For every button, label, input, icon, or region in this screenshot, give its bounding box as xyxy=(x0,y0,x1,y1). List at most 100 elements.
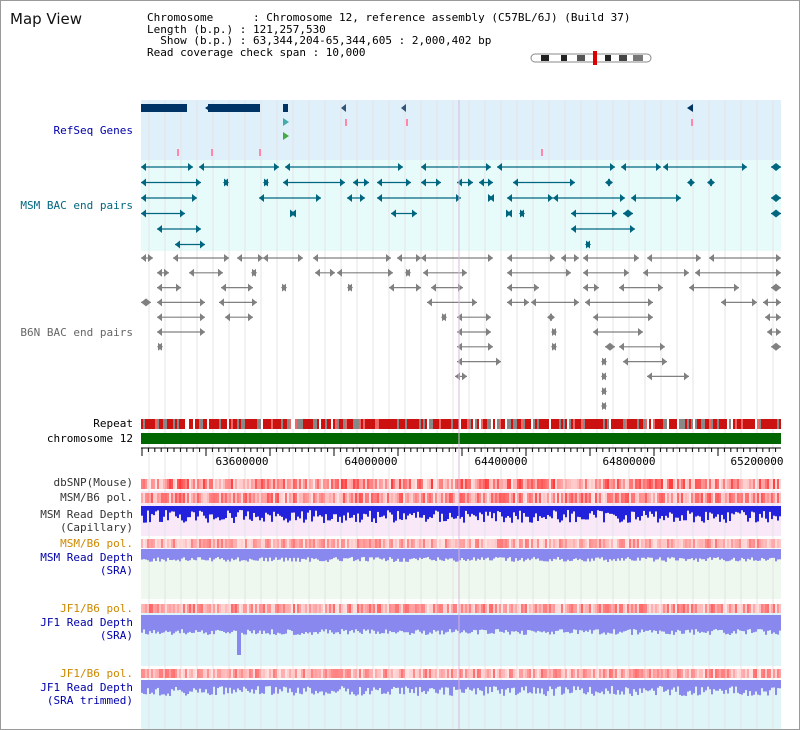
axis-tick-label: 65200000 xyxy=(731,455,784,468)
bac-end xyxy=(416,283,421,292)
jf1-depth-sra-label-1[interactable]: JF1 Read Depth xyxy=(40,616,133,629)
jf1-b6-pol-2-heatmap xyxy=(141,669,781,678)
bac-end xyxy=(252,298,257,307)
bac-end xyxy=(412,209,417,218)
bac-end xyxy=(647,372,652,381)
bac-end xyxy=(497,163,502,171)
chromosome-bar xyxy=(141,433,781,444)
bac-end xyxy=(721,298,726,307)
bac-end xyxy=(224,254,229,262)
bac-end xyxy=(175,240,180,249)
bac-end xyxy=(610,342,615,351)
bac-end xyxy=(524,298,529,307)
bac-end xyxy=(189,268,194,277)
bac-end xyxy=(200,313,205,322)
bac-end xyxy=(488,194,493,202)
bac-end xyxy=(776,194,781,202)
bac-end xyxy=(624,268,629,277)
bac-end xyxy=(141,254,146,262)
msm-depth-cap-label-1[interactable]: MSM Read Depth xyxy=(40,508,133,521)
bac-end xyxy=(218,268,223,277)
bac-end xyxy=(648,313,653,322)
bac-end xyxy=(298,254,303,262)
jf1-b6-pol-2-label[interactable]: JF1/B6 pol. xyxy=(60,667,133,680)
bac-end xyxy=(488,342,493,351)
bac-end xyxy=(141,178,146,187)
b6n-bac-label[interactable]: B6N BAC end pairs xyxy=(20,326,133,339)
bac-end xyxy=(141,194,146,202)
bac-end xyxy=(593,328,598,336)
dbsnp-label[interactable]: dbSNP(Mouse) xyxy=(53,476,133,489)
bac-end xyxy=(583,283,588,292)
gene-arrow xyxy=(283,118,289,126)
chromosome-ideogram[interactable] xyxy=(530,51,652,65)
bac-end xyxy=(158,342,163,351)
bac-end xyxy=(771,194,776,202)
bac-end xyxy=(157,328,162,336)
bac-end xyxy=(776,342,781,351)
bac-end xyxy=(274,163,279,171)
bac-end xyxy=(423,268,428,277)
b6n-bac-features[interactable] xyxy=(141,254,781,410)
bac-end xyxy=(765,313,770,322)
bac-end xyxy=(219,298,224,307)
bac-end xyxy=(520,209,525,218)
bac-end xyxy=(648,298,653,307)
bac-end xyxy=(776,283,781,292)
refseq-genes-features[interactable] xyxy=(141,104,693,156)
bac-end xyxy=(199,163,204,171)
bac-end xyxy=(398,163,403,171)
bac-end xyxy=(656,163,661,171)
show-line: Show (b.p.) : 63,344,204-65,344,605 : 2,… xyxy=(147,34,492,47)
bac-end xyxy=(571,225,576,233)
bac-end xyxy=(631,194,636,202)
bac-end xyxy=(647,254,652,262)
bac-end xyxy=(157,268,162,277)
bac-end xyxy=(776,254,781,262)
bac-end xyxy=(248,283,253,292)
msm-b6-pol-label[interactable]: MSM/B6 pol. xyxy=(60,491,133,504)
refseq-label[interactable]: RefSeq Genes xyxy=(53,124,133,137)
bac-end xyxy=(643,268,648,277)
bac-end xyxy=(141,298,146,307)
chromosome-line: Chromosome : Chromosome 12, reference as… xyxy=(147,11,631,24)
bac-end xyxy=(347,194,352,202)
bac-end xyxy=(337,268,342,277)
msm-bac-label[interactable]: MSM BAC end pairs xyxy=(20,199,133,212)
bac-end xyxy=(690,178,695,187)
bac-end xyxy=(696,254,701,262)
bac-end xyxy=(608,178,613,187)
gene-block xyxy=(208,104,260,112)
bac-end xyxy=(486,313,491,322)
bac-end xyxy=(571,209,576,218)
bac-end xyxy=(506,209,511,218)
bac-end xyxy=(623,209,628,218)
bac-end xyxy=(486,163,491,171)
bac-end xyxy=(752,298,757,307)
bac-end xyxy=(771,342,776,351)
msm-b6-pol-2-label[interactable]: MSM/B6 pol. xyxy=(60,537,133,550)
bac-end xyxy=(507,298,512,307)
bac-end xyxy=(771,163,776,171)
bac-end xyxy=(583,254,588,262)
bac-end xyxy=(507,194,512,202)
bac-end xyxy=(742,163,747,171)
msm-bac-features[interactable] xyxy=(141,163,781,249)
bac-end xyxy=(602,372,607,381)
bac-end xyxy=(141,163,146,171)
gene-tick xyxy=(259,149,261,156)
heatmap-tracks xyxy=(141,479,781,678)
bac-end xyxy=(157,313,162,322)
jf1-depth-trim-label-1[interactable]: JF1 Read Depth xyxy=(40,681,133,694)
position-axis: 63600000 64000000 64400000 64800000 65200000 xyxy=(141,447,784,468)
bac-end xyxy=(225,313,230,322)
bac-end xyxy=(623,357,628,366)
msm-depth-sra-label-1[interactable]: MSM Read Depth xyxy=(40,551,133,564)
jf1-b6-pol-label[interactable]: JF1/B6 pol. xyxy=(60,602,133,615)
gene-tick xyxy=(541,149,543,156)
bac-end xyxy=(263,254,268,262)
bac-end xyxy=(684,268,689,277)
bac-end xyxy=(353,178,358,187)
window-title: Map View xyxy=(10,10,83,28)
